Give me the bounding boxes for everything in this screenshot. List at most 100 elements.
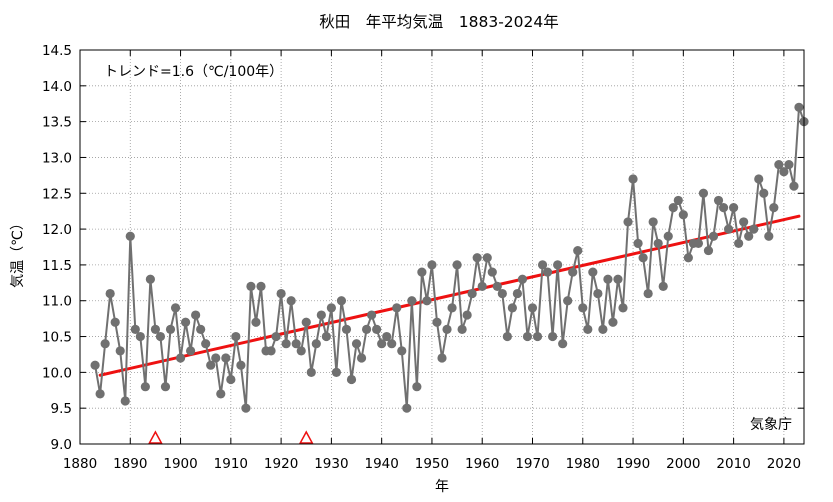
data-point bbox=[548, 331, 558, 342]
data-point bbox=[698, 188, 709, 198]
data-point bbox=[794, 102, 804, 112]
data-point bbox=[784, 160, 794, 170]
data-point bbox=[633, 238, 643, 249]
data-point bbox=[331, 367, 342, 377]
data-point bbox=[191, 310, 201, 320]
data-point bbox=[432, 317, 442, 327]
data-point bbox=[306, 367, 316, 377]
data-point bbox=[367, 310, 377, 320]
data-point bbox=[497, 288, 507, 299]
y-tick-label: 12.0 bbox=[42, 222, 72, 238]
data-point bbox=[613, 274, 623, 284]
data-point bbox=[492, 281, 502, 291]
y-tick-label: 10.5 bbox=[42, 330, 72, 346]
data-point bbox=[764, 231, 774, 241]
data-point bbox=[553, 260, 563, 270]
data-point bbox=[482, 253, 492, 263]
data-point bbox=[361, 324, 372, 334]
data-point bbox=[372, 324, 382, 334]
data-point bbox=[718, 203, 729, 213]
y-tick-label: 9.5 bbox=[51, 401, 72, 417]
series-layer bbox=[90, 102, 809, 413]
data-point bbox=[648, 217, 658, 227]
plot-frame bbox=[79, 49, 805, 445]
data-point bbox=[110, 317, 120, 327]
data-point bbox=[628, 174, 638, 184]
data-point bbox=[271, 331, 281, 342]
data-point bbox=[744, 231, 754, 241]
data-point bbox=[563, 296, 573, 306]
data-point bbox=[517, 274, 528, 284]
data-point bbox=[774, 160, 784, 170]
data-point bbox=[100, 339, 110, 349]
data-point bbox=[231, 331, 241, 342]
data-point bbox=[186, 346, 196, 356]
data-point bbox=[206, 360, 216, 370]
tick-labels: 9.0 9.5 10.0 10.5 11.0 11.5 12.0 12.5 13.0 13.5 14… bbox=[42, 43, 801, 472]
y-tick-label: 13.0 bbox=[42, 150, 72, 166]
x-tick-label: 1890 bbox=[113, 456, 147, 472]
data-point bbox=[412, 382, 422, 392]
data-point bbox=[95, 389, 105, 399]
grid-lines bbox=[79, 49, 804, 445]
data-point bbox=[256, 281, 266, 291]
data-point bbox=[286, 296, 296, 306]
trend-layer bbox=[98, 214, 801, 377]
data-point bbox=[105, 288, 115, 299]
data-point bbox=[341, 324, 352, 334]
data-point bbox=[593, 288, 603, 299]
x-tick-label: 1950 bbox=[415, 456, 449, 472]
data-point bbox=[779, 167, 789, 177]
data-point bbox=[336, 296, 347, 306]
data-point bbox=[140, 382, 150, 392]
data-point bbox=[653, 238, 663, 249]
source-label: 気象庁 bbox=[750, 417, 792, 433]
data-point bbox=[115, 346, 125, 356]
data-point bbox=[291, 339, 301, 349]
data-point bbox=[789, 181, 799, 191]
data-point bbox=[588, 267, 598, 277]
data-point bbox=[90, 360, 100, 370]
data-point bbox=[623, 217, 633, 227]
data-point bbox=[165, 324, 176, 334]
trend-annotation: トレンド=1.6（℃/100年） bbox=[104, 64, 283, 80]
data-point bbox=[266, 346, 276, 356]
data-point bbox=[356, 353, 367, 363]
y-tick-label: 9.0 bbox=[51, 437, 72, 453]
data-point bbox=[467, 288, 477, 299]
station-change-markers bbox=[148, 430, 314, 444]
data-point bbox=[462, 310, 472, 320]
data-point bbox=[537, 260, 548, 270]
data-point bbox=[447, 303, 457, 313]
data-point bbox=[542, 267, 553, 277]
data-point bbox=[125, 231, 135, 241]
data-point bbox=[145, 274, 155, 284]
data-point bbox=[457, 324, 467, 334]
data-point bbox=[583, 324, 593, 334]
x-tick-label: 1900 bbox=[163, 456, 197, 472]
x-tick-label: 1960 bbox=[465, 456, 499, 472]
data-point bbox=[301, 317, 311, 327]
data-point bbox=[693, 238, 704, 249]
data-point bbox=[130, 324, 140, 334]
chart-title: 秋田 年平均気温 1883-2024年 bbox=[319, 13, 559, 31]
data-point bbox=[251, 317, 261, 327]
data-point bbox=[578, 303, 588, 313]
data-point bbox=[532, 331, 543, 342]
triangle-marker bbox=[298, 430, 314, 444]
data-point bbox=[734, 238, 744, 249]
data-point bbox=[512, 288, 523, 299]
data-point bbox=[170, 303, 181, 313]
data-point bbox=[392, 303, 402, 313]
data-point bbox=[417, 267, 427, 277]
data-point bbox=[241, 403, 251, 413]
data-point bbox=[487, 267, 497, 277]
data-point bbox=[558, 339, 568, 349]
data-point bbox=[452, 260, 462, 270]
data-point bbox=[658, 281, 668, 291]
data-point bbox=[281, 339, 291, 349]
data-point bbox=[673, 195, 683, 206]
data-point bbox=[522, 331, 533, 342]
data-point bbox=[276, 288, 286, 299]
data-point bbox=[643, 288, 653, 299]
